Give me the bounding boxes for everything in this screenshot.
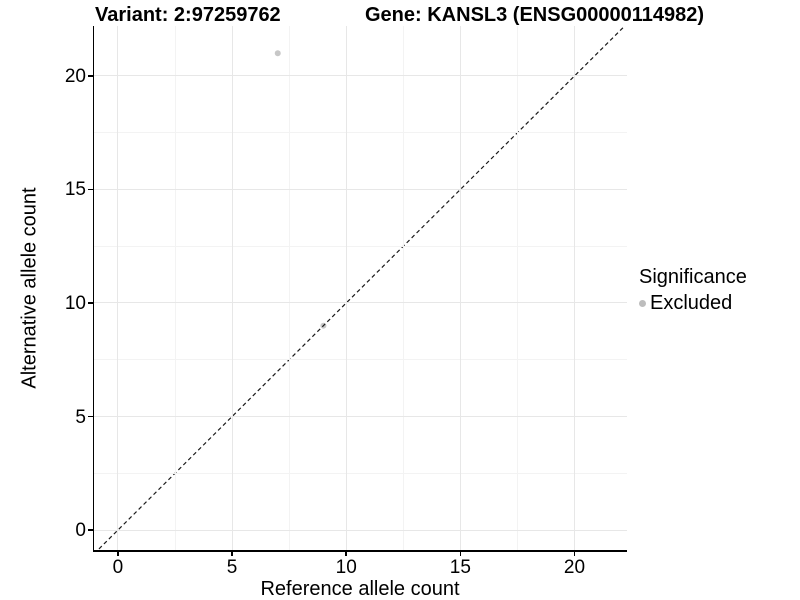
x-major-gridline (573, 26, 575, 550)
y-tick-mark (88, 302, 93, 304)
x-minor-gridline (516, 26, 518, 550)
y-minor-gridline (94, 472, 627, 474)
y-major-gridline (94, 302, 627, 304)
x-minor-gridline (402, 26, 404, 550)
gene-title: Gene: KANSL3 (ENSG00000114982) (365, 4, 705, 26)
x-tick-mark (117, 551, 119, 556)
x-major-gridline (345, 26, 347, 550)
y-major-gridline (94, 416, 627, 417)
x-tick-label: 0 (112, 557, 124, 578)
legend: Significance Excluded (639, 266, 747, 315)
x-tick-label: 15 (449, 557, 471, 578)
y-tick-mark (88, 415, 93, 418)
data-point (274, 50, 281, 57)
y-tick-label: 10 (64, 292, 86, 314)
plot-panel (94, 26, 627, 550)
x-major-gridline (117, 26, 119, 550)
x-major-gridline (231, 26, 233, 550)
y-tick-label: 15 (64, 179, 86, 201)
y-tick-mark (88, 188, 93, 191)
legend-item-excluded: Excluded (639, 292, 747, 315)
x-tick-mark (573, 551, 576, 556)
y-major-gridline (94, 75, 627, 77)
y-minor-gridline (94, 132, 627, 134)
excluded-point-swatch (639, 300, 646, 307)
y-tick-label: 5 (75, 406, 86, 428)
y-major-gridline (94, 188, 627, 190)
x-tick-mark (345, 551, 347, 556)
x-tick-mark (459, 551, 462, 556)
x-axis-title: Reference allele count (260, 578, 460, 600)
identity-reference-line (97, 26, 626, 550)
legend-item-label: Excluded (650, 292, 733, 314)
y-tick-label: 0 (75, 520, 86, 542)
y-axis-line (92, 26, 94, 552)
x-minor-gridline (174, 26, 176, 550)
x-tick-label: 20 (563, 557, 586, 578)
y-tick-label: 20 (64, 65, 86, 87)
x-major-gridline (459, 26, 461, 550)
y-minor-gridline (94, 245, 627, 247)
y-minor-gridline (94, 359, 627, 361)
x-axis-line (92, 550, 627, 552)
y-major-gridline (94, 529, 627, 531)
y-axis-title: Alternative allele count (18, 187, 41, 389)
legend-title: Significance (639, 266, 747, 288)
y-tick-mark (88, 75, 93, 77)
x-minor-gridline (288, 26, 290, 550)
scatter-layer (97, 26, 626, 550)
y-tick-mark (88, 529, 93, 531)
x-tick-mark (231, 551, 233, 556)
variant-title: Variant: 2:97259762 (95, 4, 281, 26)
x-tick-label: 5 (226, 557, 238, 578)
x-tick-label: 10 (335, 557, 357, 578)
